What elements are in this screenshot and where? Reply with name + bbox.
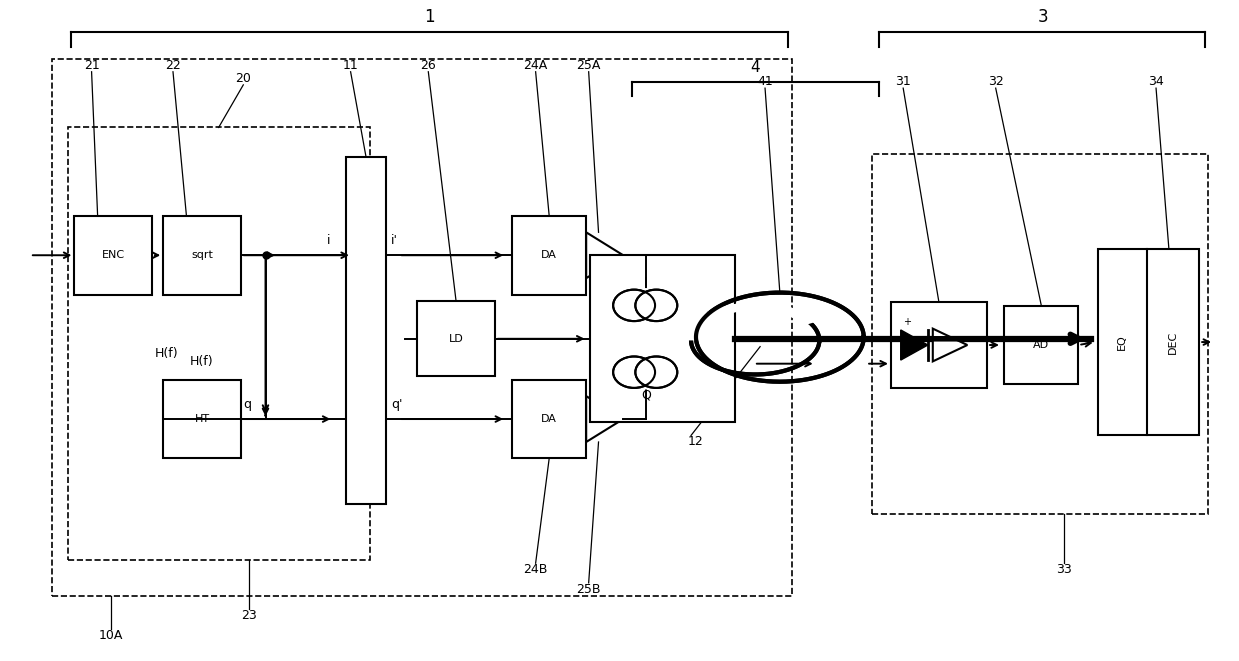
Text: 20: 20 [235, 72, 252, 85]
Text: i: i [327, 234, 331, 247]
Text: 22: 22 [165, 59, 181, 72]
Text: DA: DA [541, 251, 558, 260]
Text: 24B: 24B [523, 563, 548, 576]
Text: 25A: 25A [576, 59, 601, 72]
Text: 1: 1 [424, 8, 435, 26]
Text: 24A: 24A [524, 59, 548, 72]
Text: 4: 4 [751, 60, 760, 75]
Text: Q: Q [641, 389, 650, 402]
Bar [164, 216, 240, 295]
Text: 41: 41 [757, 75, 773, 88]
Text: EQ: EQ [1118, 334, 1127, 350]
Text: 10A: 10A [99, 629, 124, 642]
Bar [872, 153, 1208, 514]
Text: +: + [903, 317, 911, 327]
Ellipse shape [592, 355, 699, 389]
Text: DA: DA [541, 414, 558, 424]
Text: q: q [243, 398, 252, 411]
Ellipse shape [592, 288, 699, 323]
Text: 31: 31 [896, 75, 911, 88]
Polygon shape [684, 303, 818, 340]
Bar [891, 303, 987, 387]
Bar [590, 255, 736, 422]
Text: H(f): H(f) [190, 355, 214, 368]
Text: i': i' [392, 235, 398, 247]
Bar [512, 216, 586, 295]
Text: 32: 32 [987, 75, 1004, 88]
Polygon shape [586, 232, 623, 278]
Text: 11: 11 [343, 59, 358, 72]
Text: AD: AD [1033, 340, 1049, 350]
Bar [68, 128, 370, 560]
Ellipse shape [613, 290, 655, 321]
Bar [418, 301, 494, 377]
Polygon shape [901, 330, 928, 360]
Text: H(f): H(f) [155, 347, 178, 360]
Text: 21: 21 [84, 59, 99, 72]
Text: 34: 34 [1149, 75, 1163, 88]
Text: 33: 33 [1056, 563, 1072, 576]
Polygon shape [586, 396, 623, 442]
Text: LD: LD [449, 334, 463, 344]
Bar [74, 216, 152, 295]
Text: 3: 3 [1037, 8, 1048, 26]
Text: DEC: DEC [1168, 330, 1178, 354]
Text: sqrt: sqrt [191, 251, 213, 260]
Bar [164, 379, 240, 458]
Text: 12: 12 [688, 436, 703, 448]
Bar [346, 157, 387, 504]
Bar [512, 379, 586, 458]
Text: ENC: ENC [102, 251, 125, 260]
Text: HT: HT [195, 414, 209, 424]
Text: 26: 26 [420, 59, 436, 72]
Text: I: I [644, 276, 648, 289]
Bar [52, 59, 792, 596]
Ellipse shape [636, 356, 678, 388]
Ellipse shape [613, 356, 655, 388]
Text: 25B: 25B [576, 583, 601, 596]
Ellipse shape [636, 290, 678, 321]
Text: 23: 23 [242, 609, 258, 622]
Polygon shape [933, 329, 968, 362]
Polygon shape [684, 303, 818, 340]
Bar [1098, 249, 1199, 436]
Bar [1005, 305, 1078, 384]
Text: q': q' [392, 398, 403, 411]
